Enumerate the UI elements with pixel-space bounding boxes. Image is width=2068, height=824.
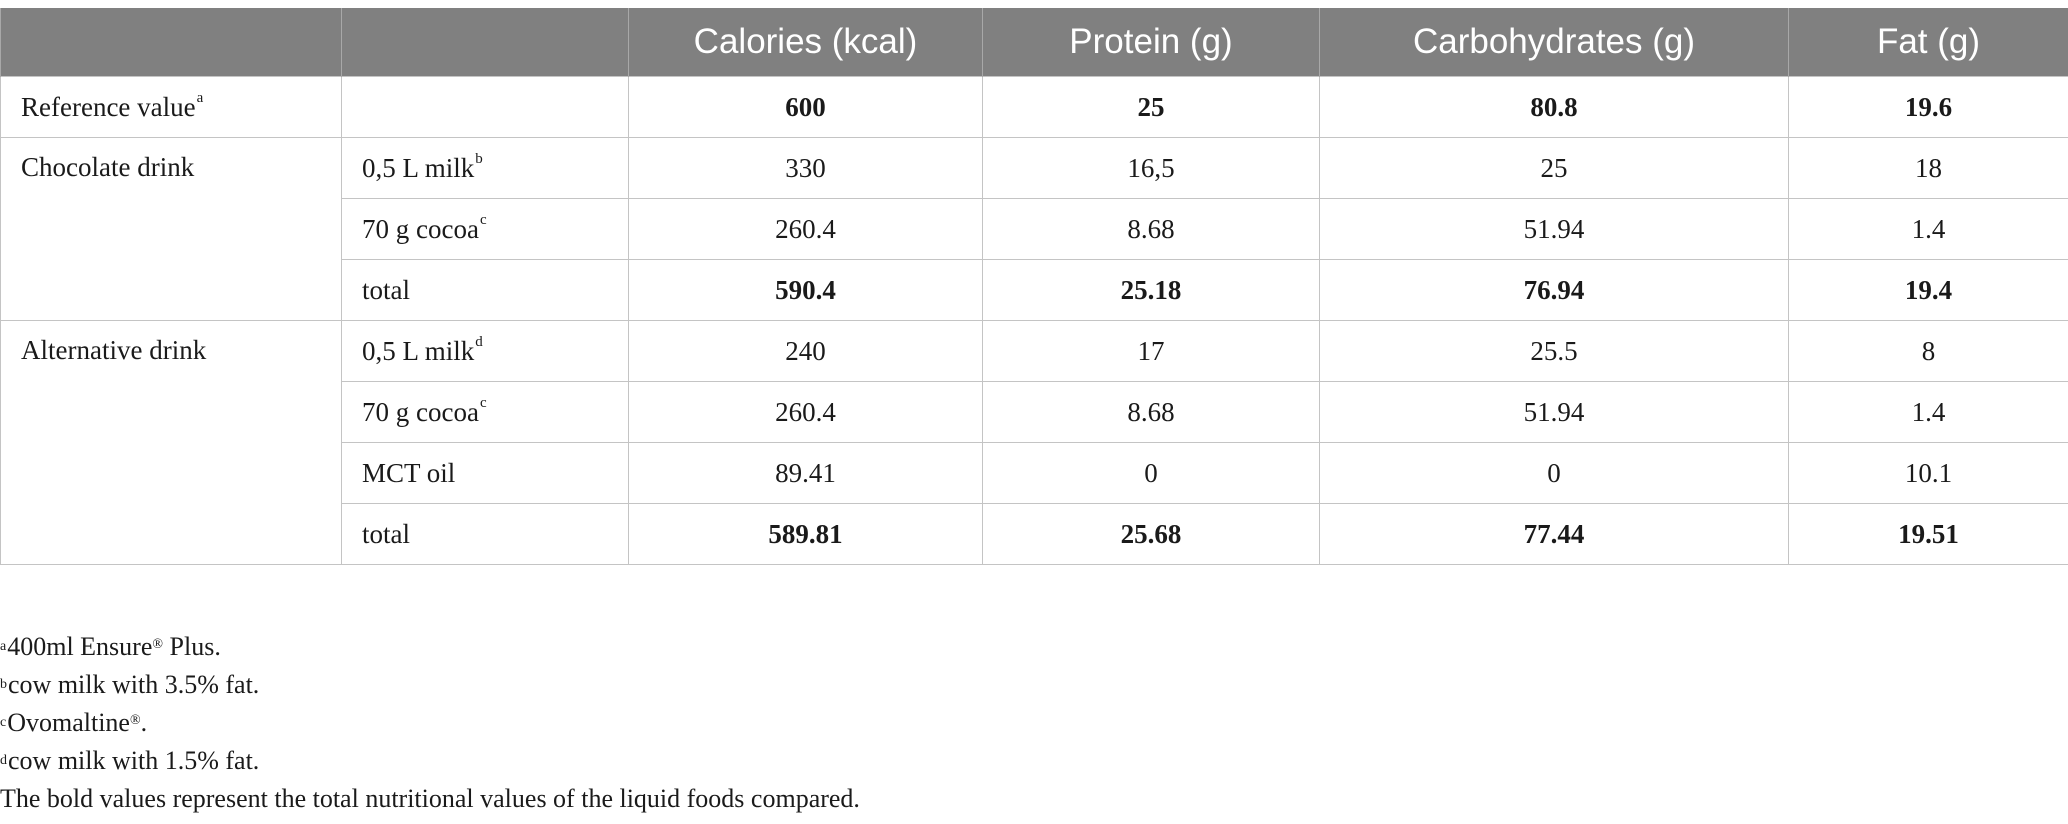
header-fat: Fat (g) bbox=[1788, 8, 2068, 77]
footnote-text: cow milk with 1.5% fat. bbox=[8, 746, 260, 775]
reference-carbohydrates: 80.8 bbox=[1319, 76, 1789, 138]
value-protein: 16,5 bbox=[982, 137, 1320, 199]
footnote-mark: a bbox=[196, 89, 204, 106]
nutrition-table: Calories (kcal) Protein (g) Carbohydrate… bbox=[0, 8, 2068, 565]
footnotes: a400ml Ensure® Plus. bcow milk with 3.5%… bbox=[0, 628, 860, 818]
footnote-mark: b bbox=[0, 677, 7, 692]
value-calories: 240 bbox=[628, 320, 983, 382]
registered-mark: ® bbox=[129, 713, 141, 728]
header-row: Calories (kcal) Protein (g) Carbohydrate… bbox=[0, 8, 2068, 77]
total-carbohydrates: 77.44 bbox=[1319, 503, 1789, 565]
value-fat: 8 bbox=[1788, 320, 2068, 382]
row-label: 0,5 L milk bbox=[362, 152, 475, 183]
footnote-mark: b bbox=[475, 150, 483, 167]
value-fat: 1.4 bbox=[1788, 381, 2068, 443]
value-calories: 89.41 bbox=[628, 442, 983, 504]
value-carbohydrates: 51.94 bbox=[1319, 381, 1789, 443]
footnote-mark: d bbox=[475, 333, 483, 350]
footnote-text: Ovomaltine bbox=[7, 708, 130, 737]
value-carbohydrates: 25 bbox=[1319, 137, 1789, 199]
value-carbohydrates: 51.94 bbox=[1319, 198, 1789, 260]
table-row-alternative-total: total 589.81 25.68 77.44 19.51 bbox=[1, 503, 2068, 565]
value-fat: 18 bbox=[1788, 137, 2068, 199]
value-carbohydrates: 25.5 bbox=[1319, 320, 1789, 382]
value-protein: 0 bbox=[982, 442, 1320, 504]
total-protein: 25.18 bbox=[982, 259, 1320, 321]
footnote-a: a400ml Ensure® Plus. bbox=[0, 628, 860, 666]
reference-label-cell: Reference valuea bbox=[0, 76, 342, 138]
header-carbohydrates: Carbohydrates (g) bbox=[1319, 8, 1789, 77]
value-protein: 8.68 bbox=[982, 381, 1320, 443]
row-label: MCT oil bbox=[341, 442, 629, 504]
footnote-d: dcow milk with 1.5% fat. bbox=[0, 742, 860, 780]
footnote-mark: d bbox=[0, 753, 7, 768]
value-protein: 8.68 bbox=[982, 198, 1320, 260]
reference-label: Reference value bbox=[21, 91, 196, 122]
row-label: 70 g cocoa bbox=[362, 213, 479, 244]
footnote-mark: c bbox=[0, 715, 7, 730]
footnote-c: cOvomaltine®. bbox=[0, 704, 860, 742]
reference-calories: 600 bbox=[628, 76, 983, 138]
value-calories: 330 bbox=[628, 137, 983, 199]
row-label-cell: 0,5 L milkd bbox=[341, 320, 629, 382]
row-label-total: total bbox=[341, 503, 629, 565]
value-calories: 260.4 bbox=[628, 381, 983, 443]
total-fat: 19.51 bbox=[1788, 503, 2068, 565]
table-row-chocolate-cocoa: 70 g cocoac 260.4 8.68 51.94 1.4 bbox=[1, 198, 2068, 260]
row-label: 0,5 L milk bbox=[362, 335, 475, 366]
footnote-text: . bbox=[140, 708, 148, 737]
value-carbohydrates: 0 bbox=[1319, 442, 1789, 504]
total-protein: 25.68 bbox=[982, 503, 1320, 565]
row-label-cell: 70 g cocoac bbox=[341, 381, 629, 443]
footnote-mark: a bbox=[0, 639, 7, 654]
row-label-total: total bbox=[341, 259, 629, 321]
registered-mark: ® bbox=[152, 637, 164, 652]
value-protein: 17 bbox=[982, 320, 1320, 382]
footnote-mark: c bbox=[479, 394, 487, 411]
empty-cell bbox=[341, 76, 629, 138]
total-carbohydrates: 76.94 bbox=[1319, 259, 1789, 321]
value-fat: 10.1 bbox=[1788, 442, 2068, 504]
row-label-cell: 0,5 L milkb bbox=[341, 137, 629, 199]
table-row-alternative-milk: Alternative drink 0,5 L milkd 240 17 25.… bbox=[0, 320, 2068, 565]
footnote-text: 400ml Ensure bbox=[7, 632, 153, 661]
total-calories: 590.4 bbox=[628, 259, 983, 321]
total-fat: 19.4 bbox=[1788, 259, 2068, 321]
chocolate-drink-label: Chocolate drink bbox=[0, 137, 342, 321]
header-cell-empty-2 bbox=[341, 8, 629, 77]
row-label: 70 g cocoa bbox=[362, 396, 479, 427]
value-fat: 1.4 bbox=[1788, 198, 2068, 260]
row-label-cell: 70 g cocoac bbox=[341, 198, 629, 260]
value-calories: 260.4 bbox=[628, 198, 983, 260]
total-calories: 589.81 bbox=[628, 503, 983, 565]
table-row-chocolate-milk: Chocolate drink 0,5 L milkb 330 16,5 25 … bbox=[0, 137, 2068, 321]
table-row-reference: Reference valuea 600 25 80.8 19.6 bbox=[0, 76, 2068, 138]
footnote-text: cow milk with 3.5% fat. bbox=[8, 670, 260, 699]
reference-fat: 19.6 bbox=[1788, 76, 2068, 138]
reference-protein: 25 bbox=[982, 76, 1320, 138]
footnote-bold-note: The bold values represent the total nutr… bbox=[0, 784, 860, 813]
header-cell-empty-1 bbox=[0, 8, 342, 77]
header-protein: Protein (g) bbox=[982, 8, 1320, 77]
alternative-drink-label: Alternative drink bbox=[0, 320, 342, 565]
footnote-mark: c bbox=[479, 211, 487, 228]
footnote-text: Plus. bbox=[163, 632, 221, 661]
footnote-b: bcow milk with 3.5% fat. bbox=[0, 666, 860, 704]
header-calories: Calories (kcal) bbox=[628, 8, 983, 77]
